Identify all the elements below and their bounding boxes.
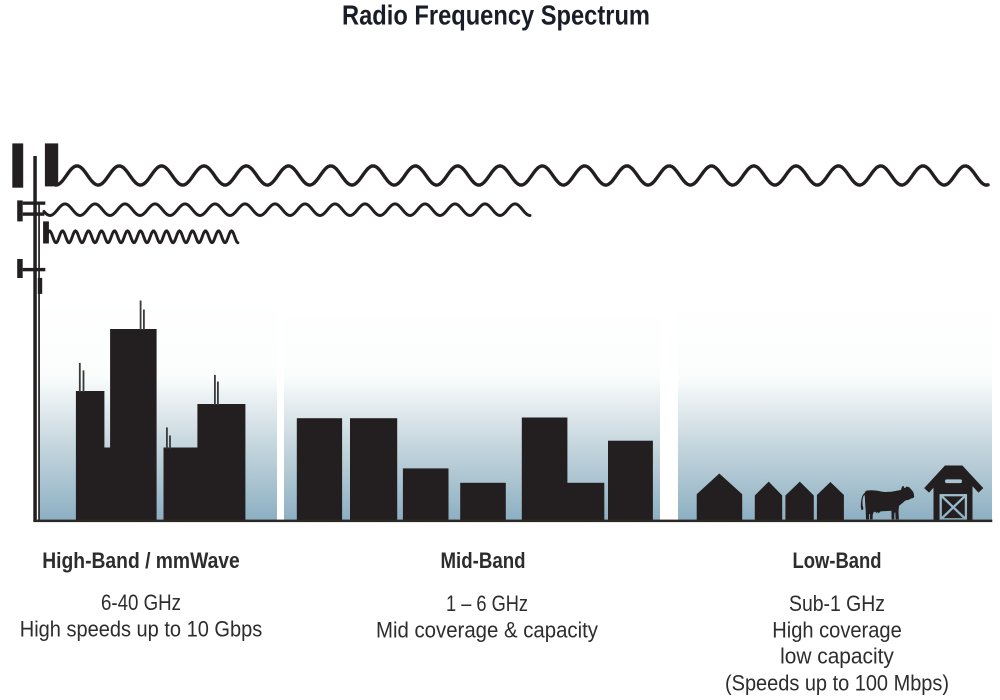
svg-text:1 – 6 GHz: 1 – 6 GHz — [446, 591, 528, 616]
svg-text:Radio Frequency Spectrum: Radio Frequency Spectrum — [342, 0, 650, 30]
svg-text:(Speeds up to 100 Mbps): (Speeds up to 100 Mbps) — [725, 671, 949, 696]
svg-text:High-Band / mmWave: High-Band / mmWave — [42, 548, 240, 573]
svg-text:High speeds up to 10 Gbps: High speeds up to 10 Gbps — [20, 616, 263, 641]
svg-text:low capacity: low capacity — [780, 644, 894, 669]
svg-text:High coverage: High coverage — [772, 617, 902, 642]
svg-text:Low-Band: Low-Band — [793, 548, 882, 573]
svg-text:Sub-1 GHz: Sub-1 GHz — [789, 591, 885, 616]
svg-text:6-40 GHz: 6-40 GHz — [101, 590, 181, 615]
svg-text:Mid-Band: Mid-Band — [441, 548, 526, 573]
svg-text:Mid coverage & capacity: Mid coverage & capacity — [376, 617, 598, 642]
